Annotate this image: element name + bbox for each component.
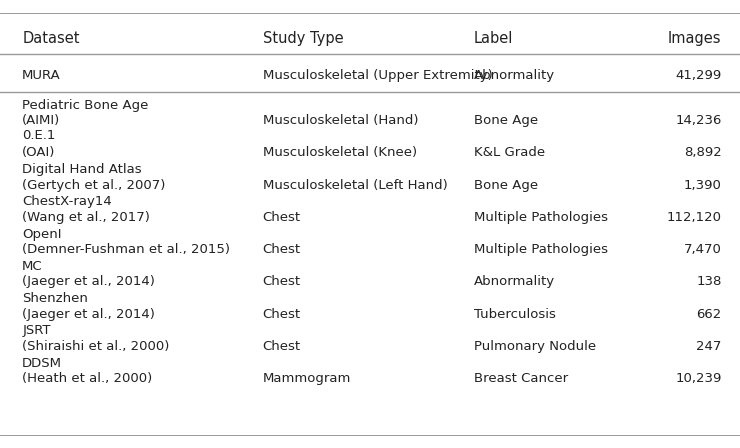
Text: (Jaeger et al., 2014): (Jaeger et al., 2014): [22, 275, 155, 289]
Text: Chest: Chest: [263, 307, 301, 321]
Text: 247: 247: [696, 340, 721, 353]
Text: 8,892: 8,892: [684, 146, 722, 159]
Text: 0.E.1: 0.E.1: [22, 129, 56, 142]
Text: 41,299: 41,299: [676, 69, 722, 82]
Text: MC: MC: [22, 260, 43, 273]
Text: Musculoskeletal (Left Hand): Musculoskeletal (Left Hand): [263, 178, 448, 192]
Text: Bone Age: Bone Age: [474, 114, 538, 127]
Text: MURA: MURA: [22, 69, 61, 82]
Text: Pediatric Bone Age: Pediatric Bone Age: [22, 99, 149, 112]
Text: Multiple Pathologies: Multiple Pathologies: [474, 211, 608, 224]
Text: Digital Hand Atlas: Digital Hand Atlas: [22, 163, 142, 176]
Text: Images: Images: [668, 31, 722, 46]
Text: ChestX-ray14: ChestX-ray14: [22, 195, 112, 208]
Text: Tuberculosis: Tuberculosis: [474, 307, 556, 321]
Text: Chest: Chest: [263, 275, 301, 289]
Text: Dataset: Dataset: [22, 31, 80, 46]
Text: Breast Cancer: Breast Cancer: [474, 372, 568, 385]
Text: (Wang et al., 2017): (Wang et al., 2017): [22, 211, 150, 224]
Text: (Heath et al., 2000): (Heath et al., 2000): [22, 372, 152, 385]
Text: (AIMI): (AIMI): [22, 114, 61, 127]
Text: (Shiraishi et al., 2000): (Shiraishi et al., 2000): [22, 340, 169, 353]
Text: OpenI: OpenI: [22, 228, 61, 241]
Text: (Gertych et al., 2007): (Gertych et al., 2007): [22, 178, 166, 192]
Text: DDSM: DDSM: [22, 357, 62, 370]
Text: (Demner-Fushman et al., 2015): (Demner-Fushman et al., 2015): [22, 243, 230, 256]
Text: K&L Grade: K&L Grade: [474, 146, 545, 159]
Text: JSRT: JSRT: [22, 324, 51, 337]
Text: (Jaeger et al., 2014): (Jaeger et al., 2014): [22, 307, 155, 321]
Text: Study Type: Study Type: [263, 31, 343, 46]
Text: 1,390: 1,390: [684, 178, 722, 192]
Text: Pulmonary Nodule: Pulmonary Nodule: [474, 340, 596, 353]
Text: 10,239: 10,239: [675, 372, 722, 385]
Text: Mammogram: Mammogram: [263, 372, 351, 385]
Text: 138: 138: [696, 275, 721, 289]
Text: Musculoskeletal (Knee): Musculoskeletal (Knee): [263, 146, 417, 159]
Text: 14,236: 14,236: [675, 114, 722, 127]
Text: 112,120: 112,120: [667, 211, 722, 224]
Text: Chest: Chest: [263, 243, 301, 256]
Text: 662: 662: [696, 307, 721, 321]
Text: Label: Label: [474, 31, 513, 46]
Text: Abnormality: Abnormality: [474, 69, 555, 82]
Text: Chest: Chest: [263, 340, 301, 353]
Text: Chest: Chest: [263, 211, 301, 224]
Text: Musculoskeletal (Upper Extremity): Musculoskeletal (Upper Extremity): [263, 69, 492, 82]
Text: (OAI): (OAI): [22, 146, 56, 159]
Text: Musculoskeletal (Hand): Musculoskeletal (Hand): [263, 114, 418, 127]
Text: Abnormality: Abnormality: [474, 275, 555, 289]
Text: 7,470: 7,470: [684, 243, 722, 256]
Text: Bone Age: Bone Age: [474, 178, 538, 192]
Text: Multiple Pathologies: Multiple Pathologies: [474, 243, 608, 256]
Text: Shenzhen: Shenzhen: [22, 292, 88, 305]
